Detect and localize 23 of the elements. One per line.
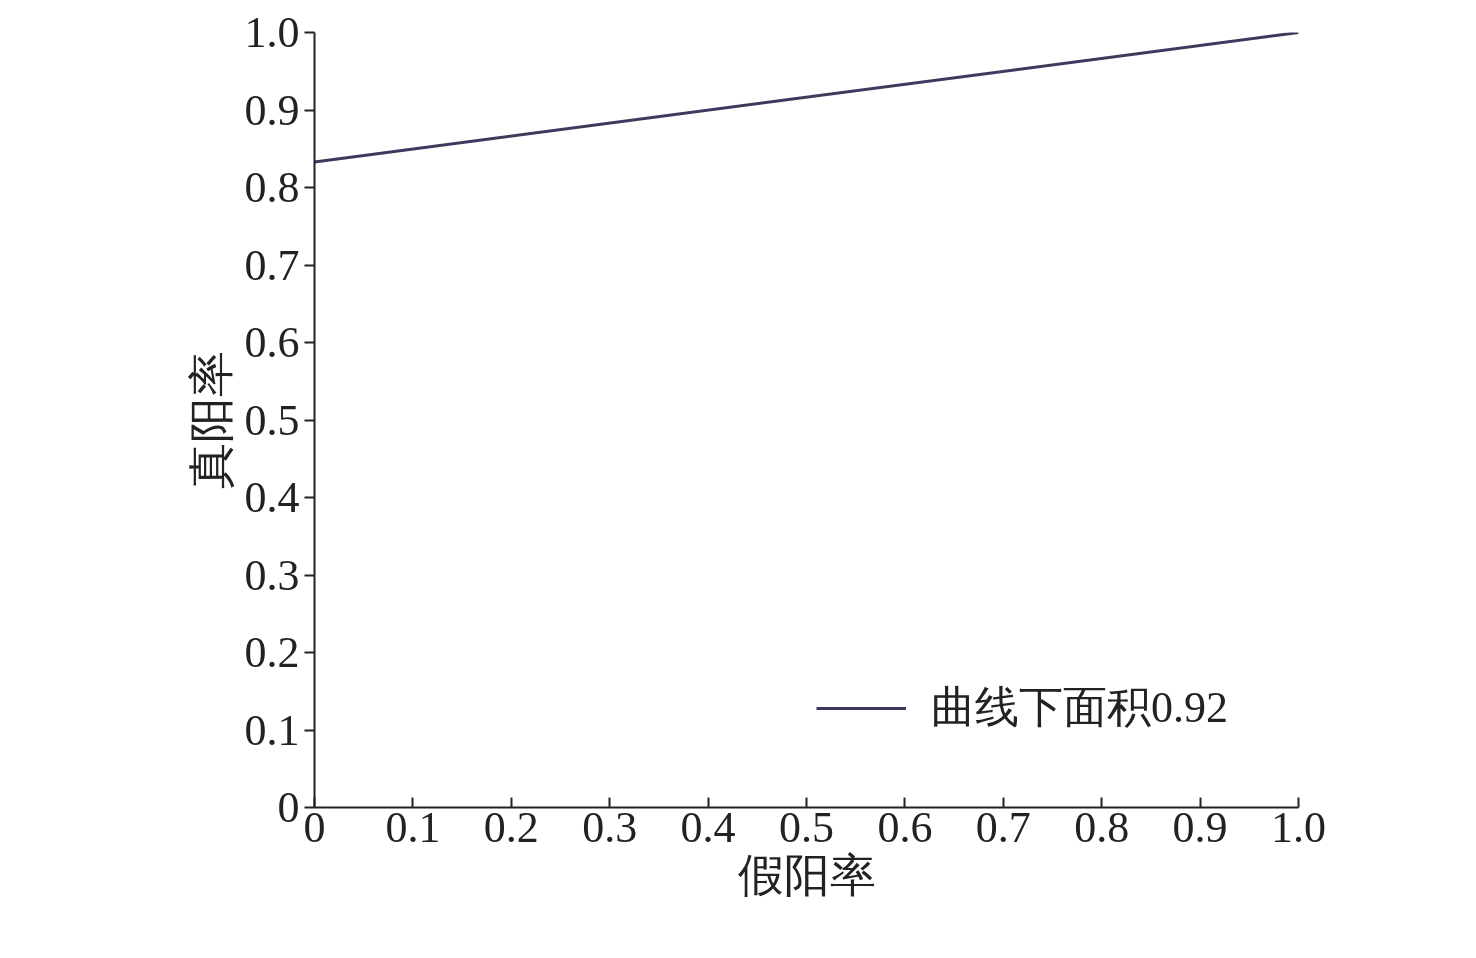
y-tick-label: 0.6 xyxy=(244,318,300,367)
x-tick-label: 0.1 xyxy=(385,802,441,852)
y-tick-label: 0.9 xyxy=(244,85,300,135)
y-tick-label: 0.2 xyxy=(244,628,300,677)
y-tick-label: 0.3 xyxy=(244,550,300,600)
x-axis-title: 假阳率 xyxy=(737,849,876,901)
y-tick-label: 1.0 xyxy=(244,8,300,57)
y-tick-label: 0.1 xyxy=(244,705,300,755)
y-axis-title: 真阳率 xyxy=(185,351,237,489)
x-tick-label: 1.0 xyxy=(1271,802,1326,852)
y-tick-label: 0.7 xyxy=(244,240,300,290)
x-tick-label: 0.9 xyxy=(1172,802,1228,852)
x-tick-label: 0.2 xyxy=(483,802,539,852)
x-tick-label: 0.7 xyxy=(975,802,1031,852)
x-tick-label: 0.6 xyxy=(877,802,933,852)
y-tick-label: 0.5 xyxy=(244,395,300,445)
x-tick-label: 0.8 xyxy=(1074,802,1130,852)
y-tick-label: 0.8 xyxy=(244,163,300,212)
legend-label: 曲线下面积0.92 xyxy=(931,682,1228,734)
y-tick-label: 0.4 xyxy=(244,473,300,522)
x-tick-label: 0.3 xyxy=(582,802,638,852)
x-tick-label: 0.5 xyxy=(779,802,834,852)
x-tick-label: 0.4 xyxy=(680,802,736,852)
